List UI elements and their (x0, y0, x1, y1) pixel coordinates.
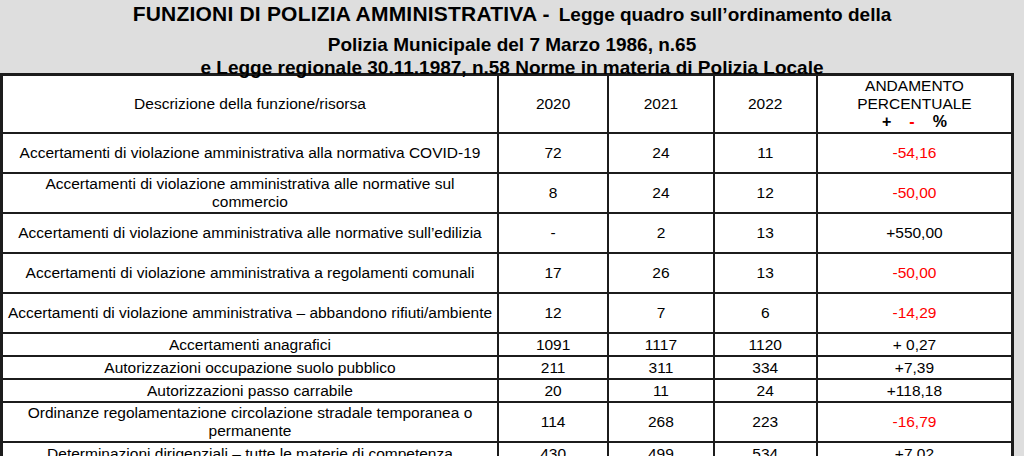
cell-2020: 20 (498, 379, 608, 402)
cell-2020: 12 (498, 293, 608, 333)
header-trend-line1: ANDAMENTO (822, 77, 1007, 95)
percent-sign: % (933, 113, 947, 131)
cell-2020: 1091 (498, 333, 608, 356)
cell-2021: 26 (608, 253, 713, 293)
cell-description: Ordinanze regolamentazione circolazione … (2, 402, 498, 442)
cell-trend: +118,18 (817, 379, 1013, 402)
header-trend: ANDAMENTO PERCENTUALE +-% (817, 75, 1013, 134)
table-row: Accertamenti di violazione amministrativ… (2, 133, 1013, 173)
cell-description: Accertamenti di violazione amministrativ… (2, 133, 498, 173)
header-2022: 2022 (714, 75, 817, 134)
cell-description: Accertamenti anagrafici (2, 333, 498, 356)
cell-2022: 534 (714, 442, 817, 456)
cell-2020: 8 (498, 173, 608, 213)
cell-2022: 24 (714, 379, 817, 402)
cell-2021: 1117 (608, 333, 713, 356)
cell-trend: +550,00 (817, 213, 1013, 253)
table-header-row: Descrizione della funzione/risorsa 2020 … (2, 75, 1013, 134)
table-row: Accertamenti di violazione amministrativ… (2, 293, 1013, 333)
cell-2021: 311 (608, 356, 713, 379)
statistics-table: Descrizione della funzione/risorsa 2020 … (0, 73, 1014, 456)
table-row: Autorizzazioni passo carrabile 20 11 24 … (2, 379, 1013, 402)
cell-2022: 11 (714, 133, 817, 173)
cell-trend: +7,39 (817, 356, 1013, 379)
header-trend-line2: PERCENTUALE (822, 95, 1007, 113)
cell-2022: 13 (714, 253, 817, 293)
cell-2020: 114 (498, 402, 608, 442)
cell-2020: 72 (498, 133, 608, 173)
cell-trend: -54,16 (817, 133, 1013, 173)
cell-description: Accertamenti di violazione amministrativ… (2, 293, 498, 333)
cell-2020: 211 (498, 356, 608, 379)
cell-2022: 1120 (714, 333, 817, 356)
cell-2021: 499 (608, 442, 713, 456)
header-2020: 2020 (498, 75, 608, 134)
cell-trend: -14,29 (817, 293, 1013, 333)
title-line-2: Polizia Municipale del 7 Marzo 1986, n.6… (0, 33, 1024, 56)
cell-2022: 223 (714, 402, 817, 442)
table-row: Accertamenti anagrafici 1091 1117 1120 +… (2, 333, 1013, 356)
cell-description: Accertamenti di violazione amministrativ… (2, 213, 498, 253)
cell-2020: 430 (498, 442, 608, 456)
cell-2020: - (498, 213, 608, 253)
title-line-1: FUNZIONI DI POLIZIA AMMINISTRATIVA - Legg… (0, 2, 1024, 33)
cell-description: Autorizzazioni passo carrabile (2, 379, 498, 402)
cell-description: Autorizzazioni occupazione suolo pubblic… (2, 356, 498, 379)
cell-2020: 17 (498, 253, 608, 293)
header-description: Descrizione della funzione/risorsa (2, 75, 498, 134)
title-main: FUNZIONI DI POLIZIA AMMINISTRATIVA - (133, 2, 550, 25)
cell-2021: 268 (608, 402, 713, 442)
cell-2021: 24 (608, 133, 713, 173)
table-row: Accertamenti di violazione amministrativ… (2, 213, 1013, 253)
cell-2021: 24 (608, 173, 713, 213)
plus-sign: + (882, 113, 891, 131)
table-row: Autorizzazioni occupazione suolo pubblic… (2, 356, 1013, 379)
minus-sign: - (909, 113, 914, 131)
cell-description: Determinazioni dirigenziali – tutte le m… (2, 442, 498, 456)
cell-2022: 6 (714, 293, 817, 333)
cell-trend: +7,02 (817, 442, 1013, 456)
table-row: Accertamenti di violazione amministrativ… (2, 253, 1013, 293)
cell-description: Accertamenti di violazione amministrativ… (2, 173, 498, 213)
document-page: FUNZIONI DI POLIZIA AMMINISTRATIVA - Legg… (0, 0, 1024, 456)
cell-2021: 7 (608, 293, 713, 333)
cell-trend: -50,00 (817, 253, 1013, 293)
cell-2021: 11 (608, 379, 713, 402)
cell-trend: -16,79 (817, 402, 1013, 442)
cell-2022: 334 (714, 356, 817, 379)
cell-trend: -50,00 (817, 173, 1013, 213)
cell-trend: + 0,27 (817, 333, 1013, 356)
header-2021: 2021 (608, 75, 713, 134)
cell-2022: 13 (714, 213, 817, 253)
title-subtitle: Legge quadro sull’ordinamento della (559, 4, 892, 25)
document-title: FUNZIONI DI POLIZIA AMMINISTRATIVA - Legg… (0, 0, 1024, 73)
table-row: Determinazioni dirigenziali – tutte le m… (2, 442, 1013, 456)
cell-2022: 12 (714, 173, 817, 213)
header-trend-signs: +-% (822, 113, 1007, 131)
table-row: Ordinanze regolamentazione circolazione … (2, 402, 1013, 442)
cell-2021: 2 (608, 213, 713, 253)
cell-description: Accertamenti di violazione amministrativ… (2, 253, 498, 293)
table-row: Accertamenti di violazione amministrativ… (2, 173, 1013, 213)
